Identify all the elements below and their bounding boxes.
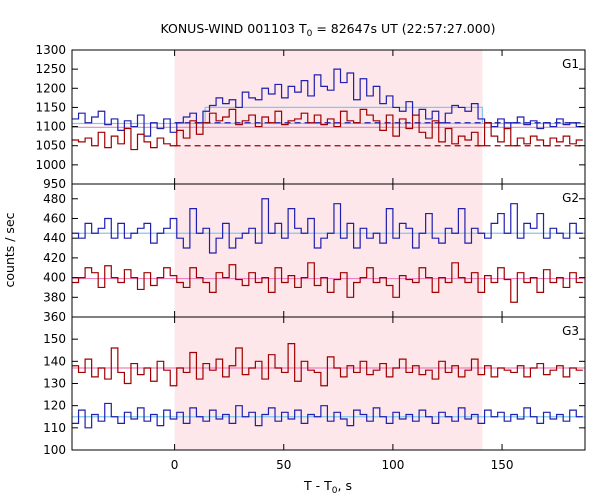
y-tick-label: 380 [43,290,66,304]
title-rest: = 82647s UT (22:57:27.000) [312,21,495,36]
y-tick-label: 1250 [35,62,66,76]
y-tick-label: 1000 [35,158,66,172]
xlabel-rest: , s [338,478,352,493]
lightcurve-series [72,68,583,429]
x-tick-label: 100 [381,458,404,472]
series-g1-darkred [72,108,583,151]
y-tick-label: 360 [43,310,66,324]
x-tick-label: 50 [276,458,291,472]
panel-label-g1: G1 [562,57,579,71]
y-tick-label: 100 [43,443,66,457]
y-tick-label: 400 [43,271,66,285]
series-g2-blue [72,198,583,254]
y-tick-label: 480 [43,192,66,206]
series-g2-darkred [72,262,583,303]
axis-ticks [72,49,585,451]
trigger-interval-shading [174,50,483,450]
chart-title: KONUS-WIND 001103 T0 = 82647s UT (22:57:… [160,21,495,39]
y-tick-label: 120 [43,399,66,413]
xlabel-subscript: 0 [332,486,338,496]
x-axis-label: T - T0, s [303,478,352,496]
x-tick-label: 150 [491,458,514,472]
y-tick-label: 130 [43,377,66,391]
y-tick-label: 1200 [35,81,66,95]
title-subscript: 0 [307,29,313,39]
y-tick-label: 1300 [35,43,66,57]
y-tick-label: 150 [43,332,66,346]
y-tick-label: 1150 [35,100,66,114]
fit-box-g1 [204,106,483,124]
y-tick-label: 950 [43,177,66,191]
title-main: KONUS-WIND 001103 T [160,21,306,36]
y-tick-label: 1100 [35,120,66,134]
panel-label-g2: G2 [562,191,579,205]
series-g3-darkred [72,343,583,387]
series-g3-blue [72,402,583,429]
series-g1-blue [72,68,583,137]
trigger-interval-band [174,50,483,450]
y-tick-label: 110 [43,421,66,435]
x-tick-label: 0 [171,458,179,472]
panel-label-g3: G3 [562,324,579,338]
y-tick-label: 140 [43,354,66,368]
y-tick-label: 440 [43,231,66,245]
y-tick-label: 420 [43,251,66,265]
y-axis-label: counts / sec [2,212,17,287]
xlabel-main: T - T [303,478,332,493]
y-tick-label: 460 [43,211,66,225]
axis-tick-labels: G19501000105011001150120012501300G236038… [35,43,579,472]
y-tick-label: 1050 [35,139,66,153]
